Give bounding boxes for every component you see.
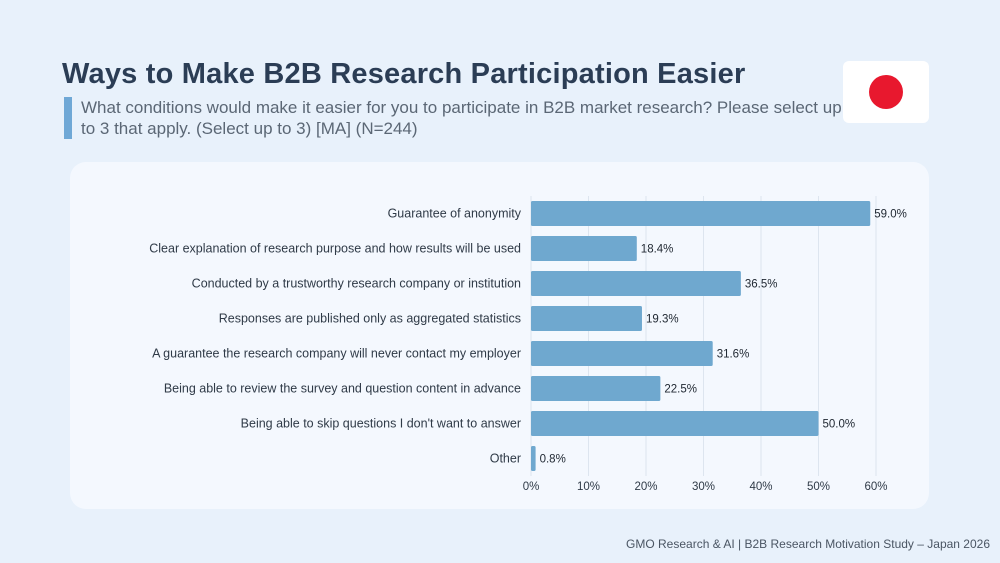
- page-title: Ways to Make B2B Research Participation …: [62, 58, 746, 90]
- x-tick-label: 20%: [634, 481, 657, 493]
- x-tick-label: 10%: [577, 481, 600, 493]
- flag-disc: [869, 75, 903, 109]
- value-label: 19.3%: [646, 314, 679, 326]
- bar: [531, 201, 871, 226]
- category-label: A guarantee the research company will ne…: [152, 347, 521, 361]
- value-label: 36.5%: [745, 279, 778, 291]
- value-label: 31.6%: [717, 349, 750, 361]
- bar: [531, 446, 536, 471]
- chart-labels: 0% 10% 20% 30% 40% 50% 60% Guarantee of anonymi…: [149, 207, 907, 494]
- bar: [531, 376, 661, 401]
- category-label: Clear explanation of research purpose an…: [149, 242, 521, 256]
- value-label: 50.0%: [823, 419, 856, 431]
- bar: [531, 236, 637, 261]
- chart-bars: [531, 201, 871, 471]
- subtitle-block: What conditions would make it easier for…: [64, 97, 851, 139]
- footer-source: GMO Research & AI | B2B Research Motivat…: [626, 537, 990, 551]
- value-label: 22.5%: [664, 384, 697, 396]
- x-tick-label: 30%: [692, 481, 715, 493]
- x-tick-label: 50%: [807, 481, 830, 493]
- japan-flag-icon: [843, 61, 929, 123]
- value-label: 0.8%: [540, 454, 566, 466]
- x-tick-label: 60%: [864, 481, 887, 493]
- category-label: Guarantee of anonymity: [388, 207, 522, 221]
- bar: [531, 341, 713, 366]
- category-label: Being able to skip questions I don't wan…: [241, 417, 521, 431]
- value-label: 18.4%: [641, 244, 674, 256]
- bar: [531, 411, 819, 436]
- category-label: Conducted by a trustworthy research comp…: [192, 277, 521, 291]
- page-subtitle: What conditions would make it easier for…: [81, 98, 842, 138]
- bar: [531, 271, 741, 296]
- category-label: Responses are published only as aggregat…: [219, 312, 521, 326]
- bar: [531, 306, 642, 331]
- category-label: Being able to review the survey and ques…: [164, 382, 521, 396]
- value-label: 59.0%: [874, 209, 907, 221]
- x-tick-label: 0%: [523, 481, 540, 493]
- category-label: Other: [490, 452, 521, 466]
- x-tick-label: 40%: [749, 481, 772, 493]
